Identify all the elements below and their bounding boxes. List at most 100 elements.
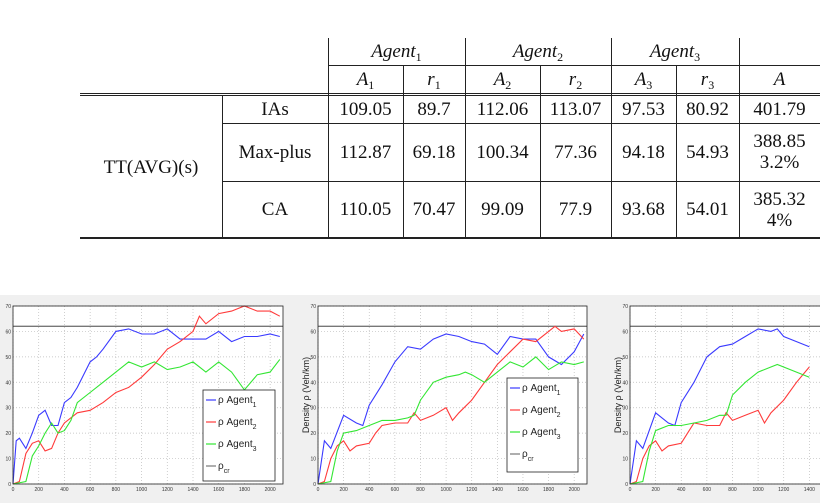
series-line-agent-1 — [12, 328, 280, 485]
series-line-agent-3 — [629, 363, 810, 485]
value-cell: 54.01 — [686, 199, 729, 220]
value-cell: 100.34 — [476, 141, 529, 163]
x-tick-label: 0 — [12, 487, 15, 493]
value-cell: 93.68 — [622, 199, 665, 220]
series-line-agent-3 — [317, 356, 584, 485]
x-tick-label: 2000 — [265, 487, 276, 493]
density-chart-2: 0 200 400 600 800 1000 1200 1400 1600 1800 2000 0 10… — [300, 295, 600, 503]
plot-frame — [629, 305, 820, 485]
value-cell: 99.09 — [481, 199, 524, 220]
legend-entry: ρ Agent1 — [218, 395, 257, 409]
x-tick-label: 800 — [416, 487, 425, 493]
value-cell: 112.06 — [476, 99, 529, 120]
x-tick-label: 1200 — [466, 487, 477, 493]
x-tick-label: 1000 — [136, 487, 147, 493]
sub-header-text: A1 — [356, 69, 375, 92]
table-rule — [222, 95, 223, 238]
legend-entry: ρ Agent2 — [522, 405, 561, 419]
legend-entry: ρ Agent3 — [218, 439, 257, 453]
agent-header-text: Agent1 — [371, 41, 422, 64]
row-group-label: TT(AVG)(s) — [103, 156, 199, 178]
x-tick-label: 1800 — [543, 487, 554, 493]
value-cell: 113.07 — [549, 99, 602, 120]
y-tick-label: 70 — [310, 304, 316, 310]
total-cell: 385.32 4% — [739, 181, 820, 238]
sub-header: A3 — [611, 65, 676, 94]
y-tick-label: 50 — [310, 355, 316, 361]
y-tick-label: 0 — [625, 482, 628, 488]
y-tick-label: 30 — [5, 406, 11, 412]
sub-header: r2 — [540, 65, 611, 94]
value-cell: 70.47 — [412, 199, 456, 220]
y-tick-label: 30 — [622, 406, 628, 412]
agent-header-text: Agent2 — [512, 41, 564, 64]
legend-entry: ρ Agent1 — [522, 383, 561, 397]
legend-box — [202, 389, 276, 482]
agent-header: Agent1 — [328, 38, 465, 65]
x-tick-label: 1800 — [239, 487, 250, 493]
value-cell: 97.53 — [622, 99, 665, 120]
total-value: 385.32 — [753, 188, 806, 210]
series-line-agent-1 — [629, 328, 810, 485]
legend-box — [506, 377, 579, 473]
y-tick-label: 50 — [622, 355, 628, 361]
x-tick-label: 800 — [728, 487, 737, 493]
x-tick-label: 1600 — [517, 487, 528, 493]
value-cell: 77.36 — [554, 141, 597, 163]
value-cell: 89.7 — [417, 99, 451, 120]
table-rule — [540, 65, 541, 238]
y-tick-label: 30 — [310, 406, 316, 412]
x-tick-label: 800 — [112, 487, 121, 493]
y-tick-label: 60 — [310, 329, 316, 335]
table-rule — [80, 237, 820, 239]
x-tick-label: 1400 — [187, 487, 198, 493]
y-tick-label: 20 — [5, 431, 11, 437]
y-tick-label: 50 — [5, 355, 11, 361]
agent-header: Agent3 — [611, 38, 739, 65]
y-tick-label: 10 — [5, 457, 11, 463]
value-cell: 109.05 — [339, 99, 392, 120]
y-tick-label: 40 — [5, 380, 11, 386]
sub-header-text: A2 — [493, 69, 512, 92]
y-tick-label: 70 — [5, 304, 11, 310]
total-value: 401.79 — [753, 99, 806, 120]
x-tick-label: 600 — [391, 487, 400, 493]
improvement-value: 3.2% — [759, 152, 800, 173]
y-axis-label: Density ρ (Veh/km) — [301, 357, 311, 433]
value-cell: 94.18 — [622, 141, 665, 163]
total-value: 388.85 — [753, 131, 806, 152]
sub-header: A — [739, 65, 820, 94]
table-rule — [465, 38, 466, 238]
total-cell: 401.79 — [739, 96, 820, 123]
sub-header-text: r3 — [700, 69, 715, 92]
x-tick-label: 200 — [35, 487, 44, 493]
y-tick-label: 10 — [310, 457, 316, 463]
x-tick-label: 200 — [339, 487, 348, 493]
value-cell: 69.18 — [412, 141, 456, 163]
table-rule — [611, 38, 612, 238]
x-tick-label: 600 — [86, 487, 95, 493]
table-rule — [739, 38, 740, 238]
x-tick-label: 1000 — [753, 487, 764, 493]
density-chart-1: 0 200 400 600 800 1000 1200 1400 1600 1800 2000 0 10… — [0, 295, 300, 503]
sub-header: r1 — [403, 65, 465, 94]
x-tick-label: 1600 — [213, 487, 224, 493]
value-cell: 80.92 — [686, 99, 729, 120]
x-tick-label: 0 — [317, 487, 320, 493]
agent-header: Agent2 — [465, 38, 611, 65]
y-tick-label: 20 — [310, 431, 316, 437]
x-tick-label: 600 — [703, 487, 712, 493]
series-line-agent-2 — [317, 325, 585, 485]
x-tick-label: 400 — [677, 487, 686, 493]
y-tick-label: 0 — [8, 482, 11, 488]
table-rule — [80, 95, 820, 96]
x-tick-label: 0 — [629, 487, 632, 493]
value-cell: 110.05 — [339, 199, 392, 220]
method-label: Max-plus — [238, 141, 312, 163]
x-tick-label: 400 — [365, 487, 374, 493]
series-line-agent-3 — [12, 359, 281, 485]
total-cell: 388.85 3.2% — [739, 123, 820, 181]
plot-area — [630, 306, 820, 484]
x-tick-label: 1200 — [162, 487, 173, 493]
y-tick-label: 20 — [622, 431, 628, 437]
